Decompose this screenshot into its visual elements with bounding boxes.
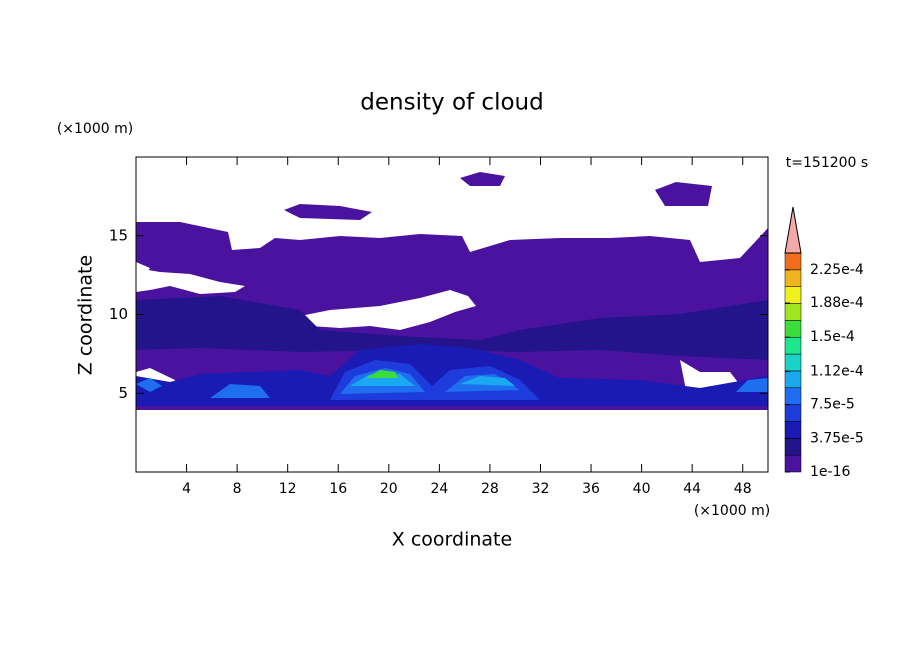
x-axis-label: X coordinate — [392, 529, 512, 551]
colorbar-band — [784, 353, 802, 372]
colorbar-extension — [784, 206, 802, 254]
x-tick-label: 8 — [233, 481, 242, 497]
contour-region — [136, 222, 768, 410]
colorbar-band — [784, 387, 802, 405]
colorbar-band — [784, 404, 802, 422]
colorbar-tick-label: 1e-16 — [810, 464, 850, 480]
contour-gap — [136, 268, 245, 294]
chart-title: density of cloud — [360, 90, 543, 116]
colorbar-tick-label: 2.25e-4 — [810, 262, 864, 278]
x-tick-label: 12 — [279, 481, 297, 497]
x-tick-label: 28 — [481, 481, 499, 497]
y-axis-label: Z coordinate — [75, 255, 97, 375]
contour-region — [460, 172, 505, 186]
y-tick-label: 15 — [109, 226, 128, 244]
colorbar-tick-label: 1.12e-4 — [810, 363, 864, 379]
colorbar-tick-label: 1.88e-4 — [810, 295, 864, 311]
x-tick-label: 16 — [329, 481, 347, 497]
y-unit: (×1000 m) — [57, 121, 133, 137]
colorbar-band — [784, 303, 802, 321]
colorbar-tick-label: 3.75e-5 — [810, 430, 864, 446]
x-tick-label: 44 — [683, 481, 701, 497]
x-tick-label: 36 — [582, 481, 600, 497]
x-tick-label: 20 — [380, 481, 398, 497]
colorbar-tick-label: 1.5e-4 — [810, 329, 855, 345]
x-tick-label: 4 — [182, 481, 191, 497]
contour-region — [366, 370, 398, 378]
x-unit: (×1000 m) — [694, 503, 770, 519]
colorbar-band — [784, 269, 802, 287]
colorbar-band — [784, 438, 802, 456]
colorbar-band — [784, 252, 802, 271]
x-tick-label: 24 — [430, 481, 448, 497]
x-tick-label: 32 — [532, 481, 550, 497]
y-tick-label: 10 — [109, 305, 128, 323]
x-tick-label: 40 — [633, 481, 651, 497]
colorbar-tick-label: 7.5e-5 — [810, 397, 855, 413]
colorbar-band — [784, 421, 802, 439]
colorbar-band — [784, 286, 802, 304]
contour-region — [136, 296, 768, 360]
contour-region — [284, 204, 372, 220]
contour-field — [136, 172, 768, 410]
colorbar-band — [784, 336, 802, 355]
colorbar-band — [784, 370, 802, 389]
colorbar-band — [784, 320, 802, 338]
contour-gap — [290, 290, 476, 330]
colorbar-band — [784, 454, 802, 473]
time-annotation: t=151200 s — [786, 155, 868, 171]
contour-region — [655, 182, 712, 206]
y-tick-label: 5 — [118, 384, 128, 402]
x-tick-label: 48 — [734, 481, 752, 497]
